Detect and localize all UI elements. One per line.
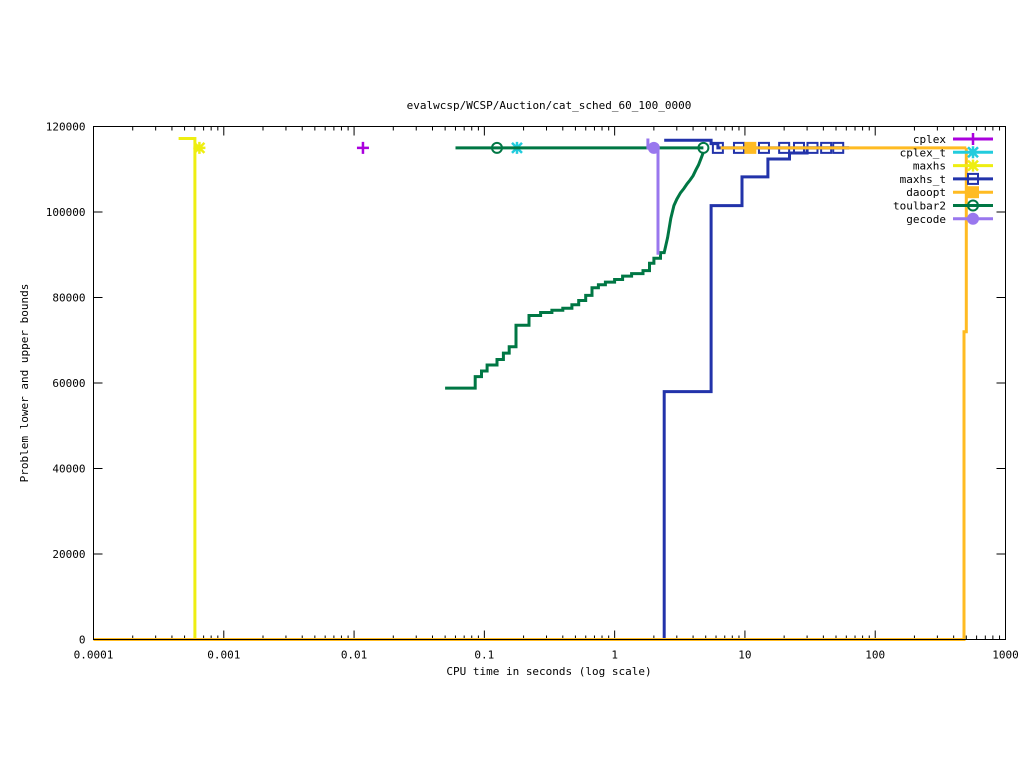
data-point-marker (697, 141, 710, 154)
x-tick-label: 0.001 (207, 649, 240, 662)
data-point-marker (356, 141, 369, 154)
y-tick-label: 100000 (46, 206, 86, 219)
legend-item-maxhs_t: maxhs_t (900, 172, 993, 186)
legend-item-maxhs: maxhs (913, 159, 993, 173)
x-tick-label: 0.0001 (74, 649, 114, 662)
legend-item-daoopt: daoopt (906, 186, 993, 199)
legend-marker (967, 186, 979, 199)
legend-item-cplex_t: cplex_t (900, 146, 993, 159)
series-daoopt (93, 141, 968, 641)
legend: cplexcplex_tmaxhsmaxhs_tdaoopttoulbar2ge… (893, 133, 993, 226)
legend-marker (967, 172, 979, 185)
series-toulbar2 (445, 141, 710, 390)
series-line (445, 151, 705, 390)
y-tick-label: 40000 (52, 463, 85, 476)
x-tick-label: 0.1 (474, 649, 494, 662)
x-tick-label: 1 (611, 649, 618, 662)
series-maxhs (93, 137, 206, 641)
data-point-marker (193, 141, 206, 154)
data-point-marker (490, 141, 503, 154)
legend-item-gecode: gecode (906, 212, 993, 226)
legend-label: cplex (913, 133, 946, 146)
series-line (93, 147, 197, 641)
y-tick-label: 20000 (52, 548, 85, 561)
x-tick-label: 10 (738, 649, 751, 662)
legend-label: cplex_t (900, 146, 946, 159)
series-gecode (646, 138, 660, 255)
series-group (93, 137, 968, 641)
legend-item-toulbar2: toulbar2 (893, 199, 993, 213)
legend-marker (967, 199, 979, 212)
legend-marker (967, 212, 979, 225)
legend-label: daoopt (906, 186, 946, 199)
legend-label: gecode (906, 213, 946, 226)
data-point-marker (647, 141, 660, 154)
legend-marker (967, 159, 979, 172)
axes: 0 20000 40000 60000 80000 100000 120000 0.0001 0… (46, 121, 1019, 662)
x-tick-label: 100 (865, 649, 885, 662)
series-cplex (356, 141, 369, 154)
legend-label: maxhs_t (900, 173, 946, 186)
x-axis-label: CPU time in seconds (log scale) (446, 665, 651, 678)
x-tick-label: 1000 (992, 649, 1019, 662)
legend-label: maxhs (913, 160, 946, 173)
y-axis-label: Problem lower and upper bounds (18, 284, 31, 483)
y-tick-label: 80000 (52, 292, 85, 305)
series-line (93, 146, 850, 641)
data-point-marker (744, 141, 757, 154)
series-maxhs_t (93, 138, 850, 641)
series-line (93, 147, 968, 641)
chart-title: evalwcsp/WCSP/Auction/cat_sched_60_100_0… (407, 99, 692, 112)
legend-marker (967, 146, 979, 159)
legend-marker (967, 133, 979, 145)
series-line (646, 138, 660, 255)
plot-frame (93, 126, 1006, 640)
x-tick-label: 0.01 (341, 649, 368, 662)
legend-item-cplex: cplex (913, 133, 993, 146)
y-tick-label: 120000 (46, 121, 86, 134)
y-tick-label: 60000 (52, 377, 85, 390)
legend-label: toulbar2 (893, 200, 946, 213)
y-tick-label: 0 (79, 634, 86, 647)
